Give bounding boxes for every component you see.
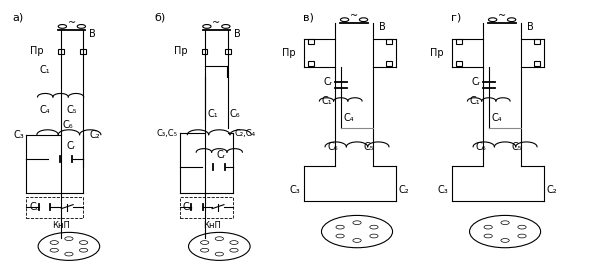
Text: С₂,С₄: С₂,С₄ xyxy=(234,129,255,138)
Text: С₁: С₁ xyxy=(208,109,218,119)
Text: С₅: С₅ xyxy=(363,142,374,152)
Text: С₁: С₁ xyxy=(39,65,50,75)
Bar xyxy=(202,49,208,54)
Text: Сᵣ: Сᵣ xyxy=(66,141,76,151)
Text: Пр: Пр xyxy=(282,48,296,58)
Text: С₄: С₄ xyxy=(491,113,502,123)
Text: г): г) xyxy=(452,12,462,22)
Text: С₆: С₆ xyxy=(62,120,73,130)
Text: С₅: С₅ xyxy=(67,106,77,115)
Text: Пр: Пр xyxy=(30,46,44,56)
Text: С₁: С₁ xyxy=(322,96,333,106)
Text: С₃: С₃ xyxy=(13,130,24,140)
Bar xyxy=(534,61,540,66)
Text: КнП: КнП xyxy=(52,221,70,230)
Text: С₂: С₂ xyxy=(89,130,100,140)
Text: б): б) xyxy=(155,12,166,22)
Text: Пр: Пр xyxy=(430,48,444,58)
Bar xyxy=(386,39,392,44)
Text: С₁: С₁ xyxy=(470,96,481,106)
Text: С₆: С₆ xyxy=(475,142,486,152)
Text: С₆: С₆ xyxy=(230,109,240,119)
Text: ~: ~ xyxy=(212,18,220,28)
Text: а): а) xyxy=(12,12,23,22)
Text: В: В xyxy=(527,22,534,32)
Text: С₃,С₅: С₃,С₅ xyxy=(157,129,178,138)
Bar xyxy=(308,39,314,44)
Text: Сᵣ: Сᵣ xyxy=(471,77,481,87)
Text: ~: ~ xyxy=(68,18,76,28)
Text: С₂: С₂ xyxy=(398,185,409,195)
Bar xyxy=(456,61,462,66)
Text: Сᵣ: Сᵣ xyxy=(217,150,226,160)
Text: С₂: С₂ xyxy=(546,185,557,195)
Text: в): в) xyxy=(303,12,314,22)
Text: ~: ~ xyxy=(498,11,506,21)
Bar xyxy=(386,61,392,66)
Bar xyxy=(80,49,86,54)
Bar xyxy=(308,61,314,66)
Bar xyxy=(58,49,64,54)
Text: С₄: С₄ xyxy=(39,106,50,115)
Text: С₄: С₄ xyxy=(344,113,354,123)
Text: С₆: С₆ xyxy=(327,142,338,152)
Bar xyxy=(534,39,540,44)
Text: С₃: С₃ xyxy=(438,185,449,195)
Text: Пр: Пр xyxy=(174,46,188,56)
Text: С₃: С₃ xyxy=(290,185,300,195)
Bar xyxy=(226,49,231,54)
Text: ~: ~ xyxy=(350,11,358,21)
Bar xyxy=(456,39,462,44)
Text: В: В xyxy=(89,29,96,39)
Text: В: В xyxy=(379,22,386,32)
Text: Сᵣ: Сᵣ xyxy=(323,77,333,87)
Text: В: В xyxy=(234,29,241,39)
Text: Сᵤ: Сᵤ xyxy=(29,202,40,212)
Text: КнП: КнП xyxy=(203,221,221,230)
Text: С₅: С₅ xyxy=(511,142,522,152)
Text: Сᵤ: Сᵤ xyxy=(183,202,193,212)
